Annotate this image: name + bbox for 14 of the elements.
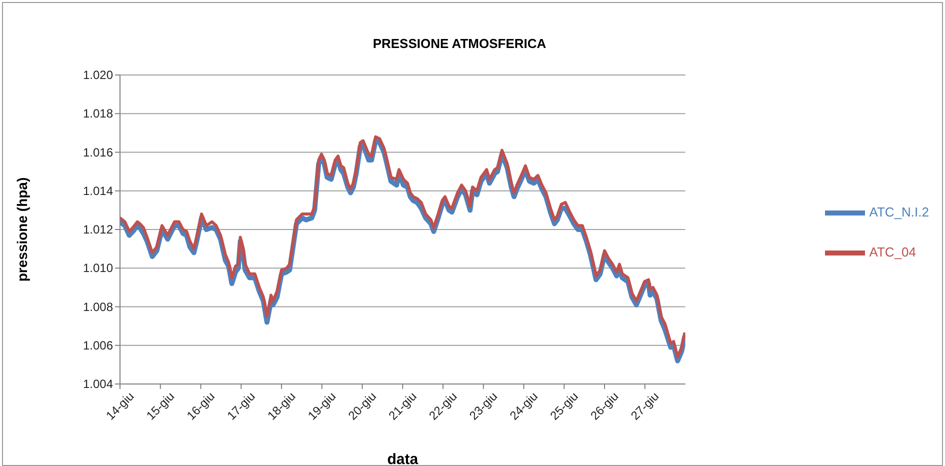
- y-tick-label: 1.016: [82, 145, 114, 160]
- legend-label: ATC_04: [869, 244, 916, 260]
- y-tick-label: 1.014: [82, 184, 114, 198]
- y-tick-label: 1.006: [82, 338, 114, 352]
- y-tick-label: 1.010: [82, 261, 114, 276]
- y-tick-label: 1.004: [82, 377, 114, 391]
- y-tick-label: 1.012: [82, 222, 114, 236]
- y-tick-label: 1.008: [82, 300, 114, 314]
- y-axis-title: pressione (hpa): [14, 177, 30, 282]
- y-tick-label: 1.018: [82, 106, 114, 121]
- chart-title: PRESSIONE ATMOSFERICA: [372, 36, 548, 51]
- x-axis-title: data: [387, 451, 419, 466]
- y-tick-label: 1.020: [82, 68, 114, 82]
- legend-label: ATC_N.I.2: [869, 204, 929, 220]
